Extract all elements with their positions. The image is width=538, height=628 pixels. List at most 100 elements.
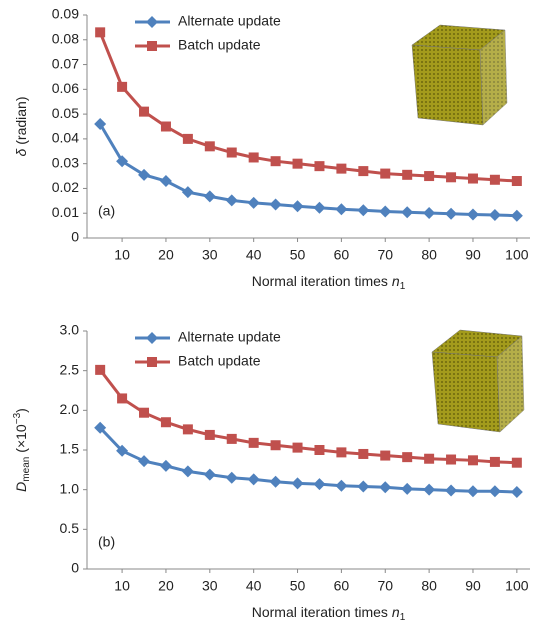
y-tick-label: 2.0	[60, 401, 80, 417]
annotation: (b)	[98, 534, 115, 550]
marker	[248, 152, 259, 163]
marker	[357, 480, 370, 493]
x-tick-label: 50	[290, 578, 306, 594]
marker	[446, 454, 457, 465]
marker	[357, 204, 370, 217]
marker	[314, 445, 325, 455]
marker	[203, 190, 216, 203]
y-tick-label: 0.09	[52, 6, 79, 22]
marker	[424, 171, 435, 182]
marker	[489, 456, 500, 467]
y-axis-label-part: δ	[13, 149, 29, 157]
marker	[402, 169, 413, 180]
marker	[379, 481, 392, 494]
marker	[203, 468, 216, 481]
x-tick-label: 20	[158, 578, 174, 594]
marker	[313, 201, 326, 214]
marker	[204, 141, 215, 152]
legend-label: Alternate update	[178, 329, 281, 345]
y-tick-label: 0	[71, 229, 79, 245]
y-tick-label: 3.0	[60, 322, 80, 338]
x-axis-label-part: Normal iteration times	[252, 273, 388, 289]
marker	[247, 196, 260, 209]
marker	[335, 479, 348, 492]
marker	[510, 486, 523, 499]
marker	[489, 174, 500, 185]
marker	[117, 393, 128, 404]
y-tick-label: 2.5	[60, 361, 80, 377]
y-tick-label: 1.5	[60, 441, 80, 457]
marker	[488, 208, 501, 221]
x-tick-label: 10	[114, 578, 130, 594]
marker	[292, 442, 303, 453]
marker	[291, 200, 304, 213]
marker	[446, 172, 457, 183]
marker	[466, 208, 479, 221]
cube-image	[431, 329, 525, 433]
legend-marker	[146, 16, 158, 28]
x-axis-label-part: 1	[400, 612, 406, 623]
marker	[488, 485, 501, 498]
marker	[225, 194, 238, 207]
marker	[160, 121, 171, 132]
x-axis-label-part: Normal iteration times	[252, 604, 388, 620]
marker	[181, 186, 194, 199]
y-axis-label-part: −3	[12, 412, 23, 424]
marker	[510, 209, 523, 222]
y-tick-label: 0.04	[52, 130, 79, 146]
y-tick-label: 0.5	[60, 520, 80, 536]
marker	[204, 429, 215, 440]
marker	[182, 424, 193, 435]
marker	[380, 168, 391, 179]
marker	[269, 198, 282, 211]
legend-label: Batch update	[178, 353, 261, 369]
x-tick-label: 40	[246, 578, 262, 594]
y-tick-label: 0.06	[52, 80, 79, 96]
x-tick-label: 100	[505, 247, 529, 263]
marker	[291, 477, 304, 490]
marker	[248, 437, 259, 448]
legend-label: Batch update	[178, 37, 261, 53]
x-tick-label: 30	[202, 247, 218, 263]
x-axis-label-part: n	[392, 273, 400, 289]
marker	[160, 417, 171, 428]
cube-image	[411, 24, 508, 126]
x-axis-label-part: 1	[400, 281, 406, 292]
marker	[226, 433, 237, 444]
x-axis-label: Normal iteration times n1	[252, 604, 406, 623]
marker	[358, 448, 369, 459]
marker	[139, 407, 150, 418]
marker	[511, 176, 522, 187]
marker	[226, 147, 237, 158]
legend-label: Alternate update	[178, 13, 281, 29]
marker	[94, 421, 107, 434]
y-tick-label: 0.03	[52, 154, 79, 170]
y-tick-label: 0.08	[52, 30, 79, 46]
y-tick-label: 0.07	[52, 55, 79, 71]
marker	[269, 475, 282, 488]
x-tick-label: 40	[246, 247, 262, 263]
x-tick-label: 30	[202, 578, 218, 594]
marker	[402, 452, 413, 463]
x-tick-label: 70	[377, 247, 393, 263]
marker	[159, 175, 172, 188]
x-tick-label: 80	[421, 247, 437, 263]
y-axis-label-part: D	[13, 482, 29, 492]
marker	[424, 453, 435, 464]
x-axis-label: Normal iteration times n1	[252, 273, 406, 292]
marker	[139, 106, 150, 117]
marker	[95, 364, 106, 375]
marker	[423, 206, 436, 219]
y-axis-label: Dmean (×10−3)	[12, 408, 32, 492]
marker	[379, 205, 392, 218]
marker	[423, 483, 436, 496]
y-tick-label: 0.02	[52, 179, 79, 195]
marker	[117, 81, 128, 92]
x-tick-label: 60	[334, 247, 350, 263]
marker	[116, 155, 129, 168]
marker	[313, 478, 326, 491]
x-tick-label: 80	[421, 578, 437, 594]
marker	[138, 455, 151, 468]
y-axis-label-part: mean	[21, 457, 32, 482]
